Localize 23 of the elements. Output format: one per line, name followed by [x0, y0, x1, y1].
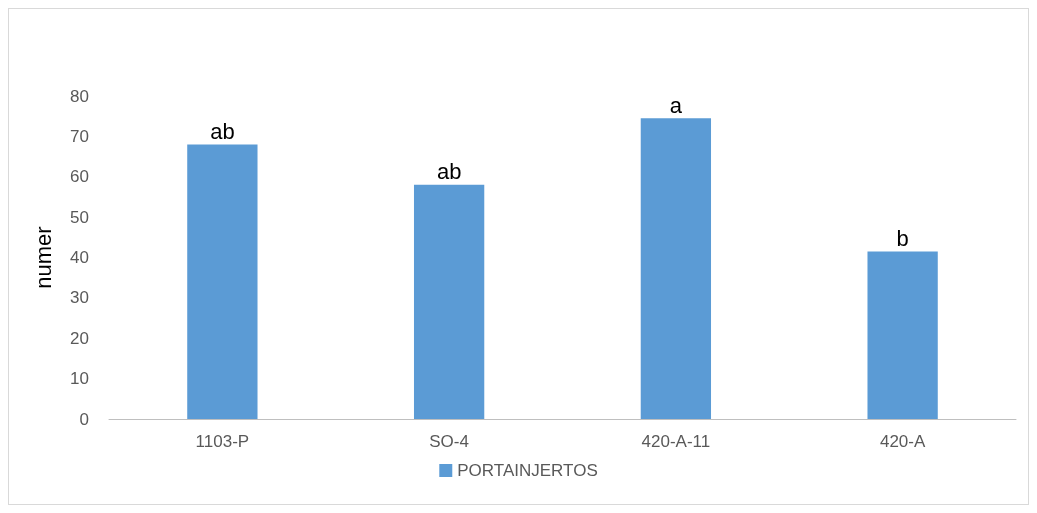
annotation: a — [669, 92, 683, 118]
legend-label: PORTAINJERTOS — [457, 461, 598, 480]
annotation: b — [896, 225, 909, 251]
x-tick-label: 420-A-11 — [641, 432, 711, 451]
y-tick-label: 80 — [70, 86, 89, 106]
x-tick-label: 420-A — [879, 432, 926, 451]
bar — [413, 184, 485, 419]
y-axis-title: numer — [30, 226, 56, 289]
y-tick-label: 70 — [70, 126, 89, 146]
y-tick-label: 20 — [70, 328, 89, 348]
y-tick-label: 50 — [70, 207, 89, 227]
annotation: ab — [210, 118, 235, 144]
y-tick-label: 30 — [70, 288, 89, 308]
y-tick-label: 60 — [70, 167, 89, 187]
bar — [867, 251, 938, 419]
annotation: ab — [436, 159, 462, 185]
y-tick-label: 40 — [70, 248, 89, 267]
y-tick-label: 10 — [70, 369, 89, 389]
bar — [640, 118, 712, 419]
x-tick-label: SO-4 — [429, 432, 469, 451]
x-tick-label: 1103-P — [195, 432, 250, 451]
y-tick-label: 0 — [79, 409, 89, 429]
bar — [187, 144, 258, 419]
